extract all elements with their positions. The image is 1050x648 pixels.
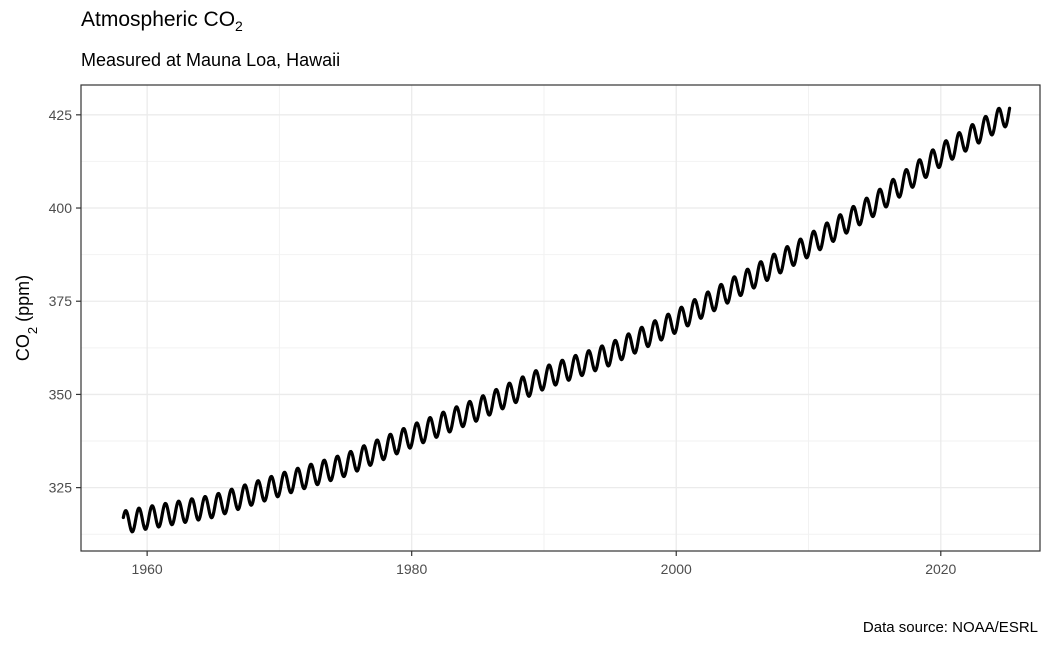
data-source-caption: Data source: NOAA/ESRL (862, 619, 1038, 636)
plot-border (80, 84, 1041, 552)
x-tick-label: 2000 (661, 561, 692, 577)
chart-subtitle: Measured at Mauna Loa, Hawaii (81, 50, 341, 70)
y-axis-label: CO2 (ppm) (13, 275, 40, 361)
y-tick-label: 425 (49, 107, 73, 123)
x-tick-label: 1980 (396, 561, 427, 577)
plot-panel (81, 85, 1040, 551)
y-tick-label: 400 (49, 200, 73, 216)
x-tick-label: 1960 (132, 561, 163, 577)
y-tick-label: 350 (49, 386, 73, 402)
chart-title: Atmospheric CO2 (81, 8, 243, 34)
co2-series-line (121, 106, 1012, 534)
x-tick-label: 2020 (925, 561, 956, 577)
chart-title-subscript: 2 (235, 18, 243, 34)
y-tick-label: 375 (49, 293, 73, 309)
chart-title-text: Atmospheric CO (81, 8, 236, 31)
y-tick-label: 325 (49, 480, 73, 496)
